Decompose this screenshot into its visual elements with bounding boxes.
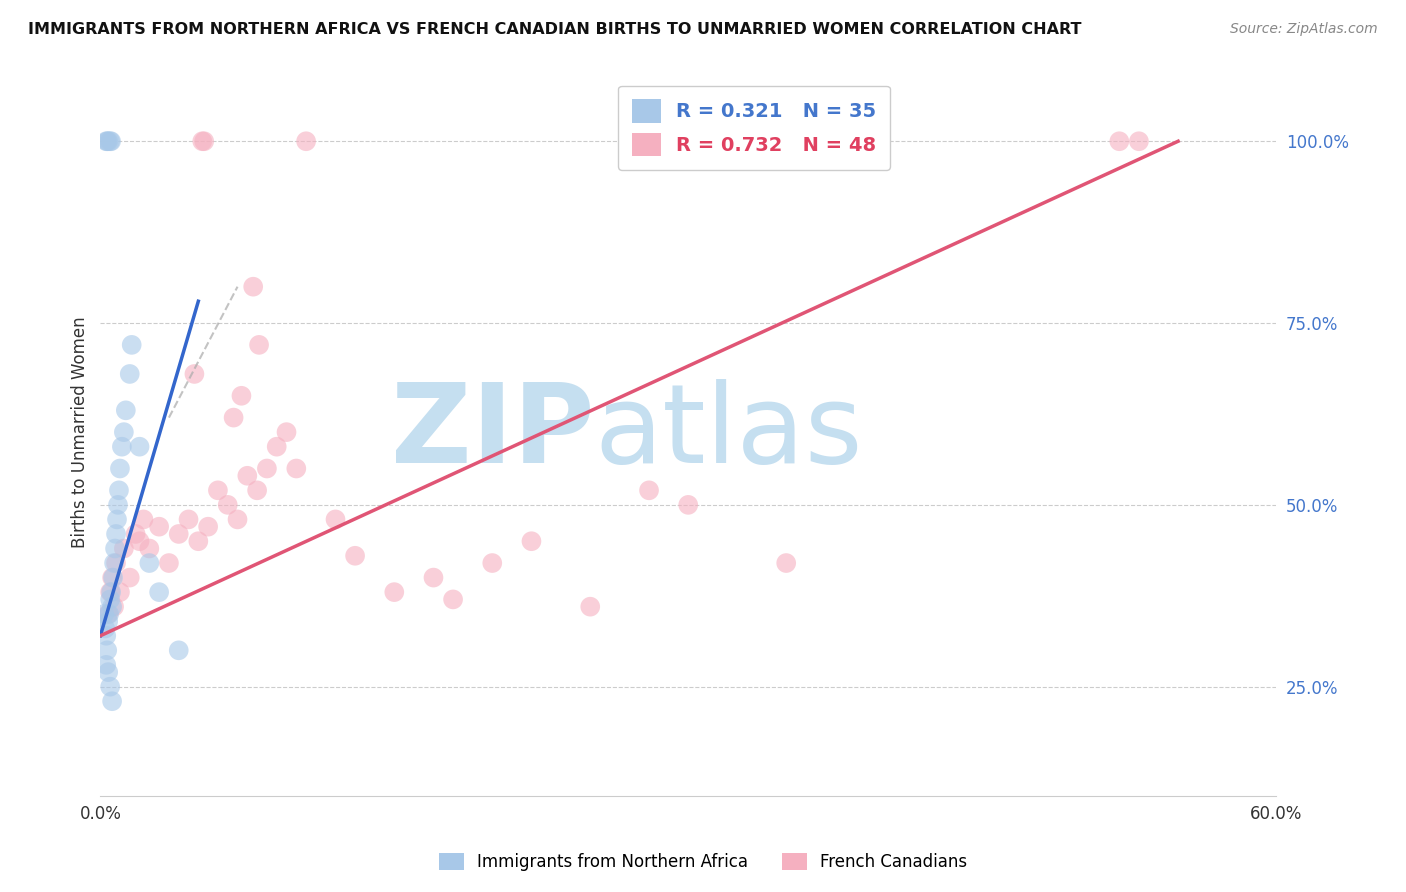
Point bbox=[197, 519, 219, 533]
Point bbox=[101, 571, 124, 585]
Point bbox=[138, 541, 160, 556]
Point bbox=[1128, 134, 1150, 148]
Point bbox=[285, 461, 308, 475]
Point bbox=[101, 571, 124, 585]
Point bbox=[148, 519, 170, 533]
Point bbox=[121, 338, 143, 352]
Text: IMMIGRANTS FROM NORTHERN AFRICA VS FRENCH CANADIAN BIRTHS TO UNMARRIED WOMEN COR: IMMIGRANTS FROM NORTHERN AFRICA VS FRENC… bbox=[28, 22, 1081, 37]
Y-axis label: Births to Unmarried Women: Births to Unmarried Women bbox=[72, 317, 89, 548]
Point bbox=[1108, 134, 1130, 148]
Point bbox=[114, 403, 136, 417]
Point bbox=[104, 541, 127, 556]
Point bbox=[112, 541, 135, 556]
Point bbox=[247, 338, 270, 352]
Point bbox=[138, 556, 160, 570]
Point bbox=[177, 512, 200, 526]
Point bbox=[222, 410, 245, 425]
Legend: R = 0.321   N = 35, R = 0.732   N = 48: R = 0.321 N = 35, R = 0.732 N = 48 bbox=[619, 86, 890, 169]
Point bbox=[256, 461, 278, 475]
Point bbox=[96, 134, 118, 148]
Point bbox=[101, 694, 124, 708]
Point bbox=[108, 483, 131, 498]
Point bbox=[276, 425, 298, 439]
Point bbox=[382, 585, 405, 599]
Point bbox=[325, 512, 347, 526]
Point bbox=[105, 512, 128, 526]
Point bbox=[97, 607, 120, 621]
Point bbox=[128, 440, 150, 454]
Point bbox=[124, 527, 146, 541]
Point bbox=[187, 534, 209, 549]
Point bbox=[108, 461, 131, 475]
Point bbox=[111, 440, 134, 454]
Point bbox=[246, 483, 269, 498]
Legend: Immigrants from Northern Africa, French Canadians: Immigrants from Northern Africa, French … bbox=[430, 845, 976, 880]
Point bbox=[101, 599, 124, 614]
Point bbox=[481, 556, 503, 570]
Point bbox=[96, 657, 118, 672]
Point bbox=[100, 134, 122, 148]
Point bbox=[98, 585, 121, 599]
Point bbox=[108, 585, 131, 599]
Point bbox=[157, 556, 180, 570]
Point bbox=[103, 556, 125, 570]
Point bbox=[96, 629, 118, 643]
Point bbox=[231, 389, 253, 403]
Point bbox=[207, 483, 229, 498]
Point bbox=[98, 592, 121, 607]
Text: Source: ZipAtlas.com: Source: ZipAtlas.com bbox=[1230, 22, 1378, 37]
Point bbox=[183, 367, 205, 381]
Point bbox=[520, 534, 543, 549]
Point bbox=[638, 483, 661, 498]
Text: atlas: atlas bbox=[595, 378, 863, 485]
Point bbox=[112, 425, 135, 439]
Point bbox=[579, 599, 602, 614]
Point bbox=[98, 134, 121, 148]
Point bbox=[132, 512, 155, 526]
Point bbox=[118, 571, 141, 585]
Point bbox=[128, 534, 150, 549]
Point bbox=[97, 134, 120, 148]
Point bbox=[97, 614, 120, 628]
Point bbox=[96, 643, 118, 657]
Point bbox=[103, 599, 125, 614]
Point bbox=[98, 680, 121, 694]
Point bbox=[193, 134, 215, 148]
Point bbox=[105, 527, 128, 541]
Point bbox=[94, 622, 117, 636]
Text: ZIP: ZIP bbox=[391, 378, 595, 485]
Point bbox=[236, 468, 259, 483]
Point bbox=[107, 498, 129, 512]
Point bbox=[97, 665, 120, 680]
Point bbox=[226, 512, 249, 526]
Point bbox=[266, 440, 288, 454]
Point bbox=[98, 607, 121, 621]
Point bbox=[191, 134, 214, 148]
Point bbox=[93, 607, 115, 621]
Point bbox=[676, 498, 699, 512]
Point bbox=[100, 585, 122, 599]
Point bbox=[148, 585, 170, 599]
Point bbox=[775, 556, 797, 570]
Point bbox=[344, 549, 367, 563]
Point bbox=[105, 556, 128, 570]
Point bbox=[441, 592, 464, 607]
Point bbox=[96, 134, 118, 148]
Point bbox=[167, 643, 190, 657]
Point bbox=[217, 498, 239, 512]
Point bbox=[167, 527, 190, 541]
Point bbox=[422, 571, 444, 585]
Point bbox=[242, 279, 264, 293]
Point bbox=[295, 134, 318, 148]
Point bbox=[118, 367, 141, 381]
